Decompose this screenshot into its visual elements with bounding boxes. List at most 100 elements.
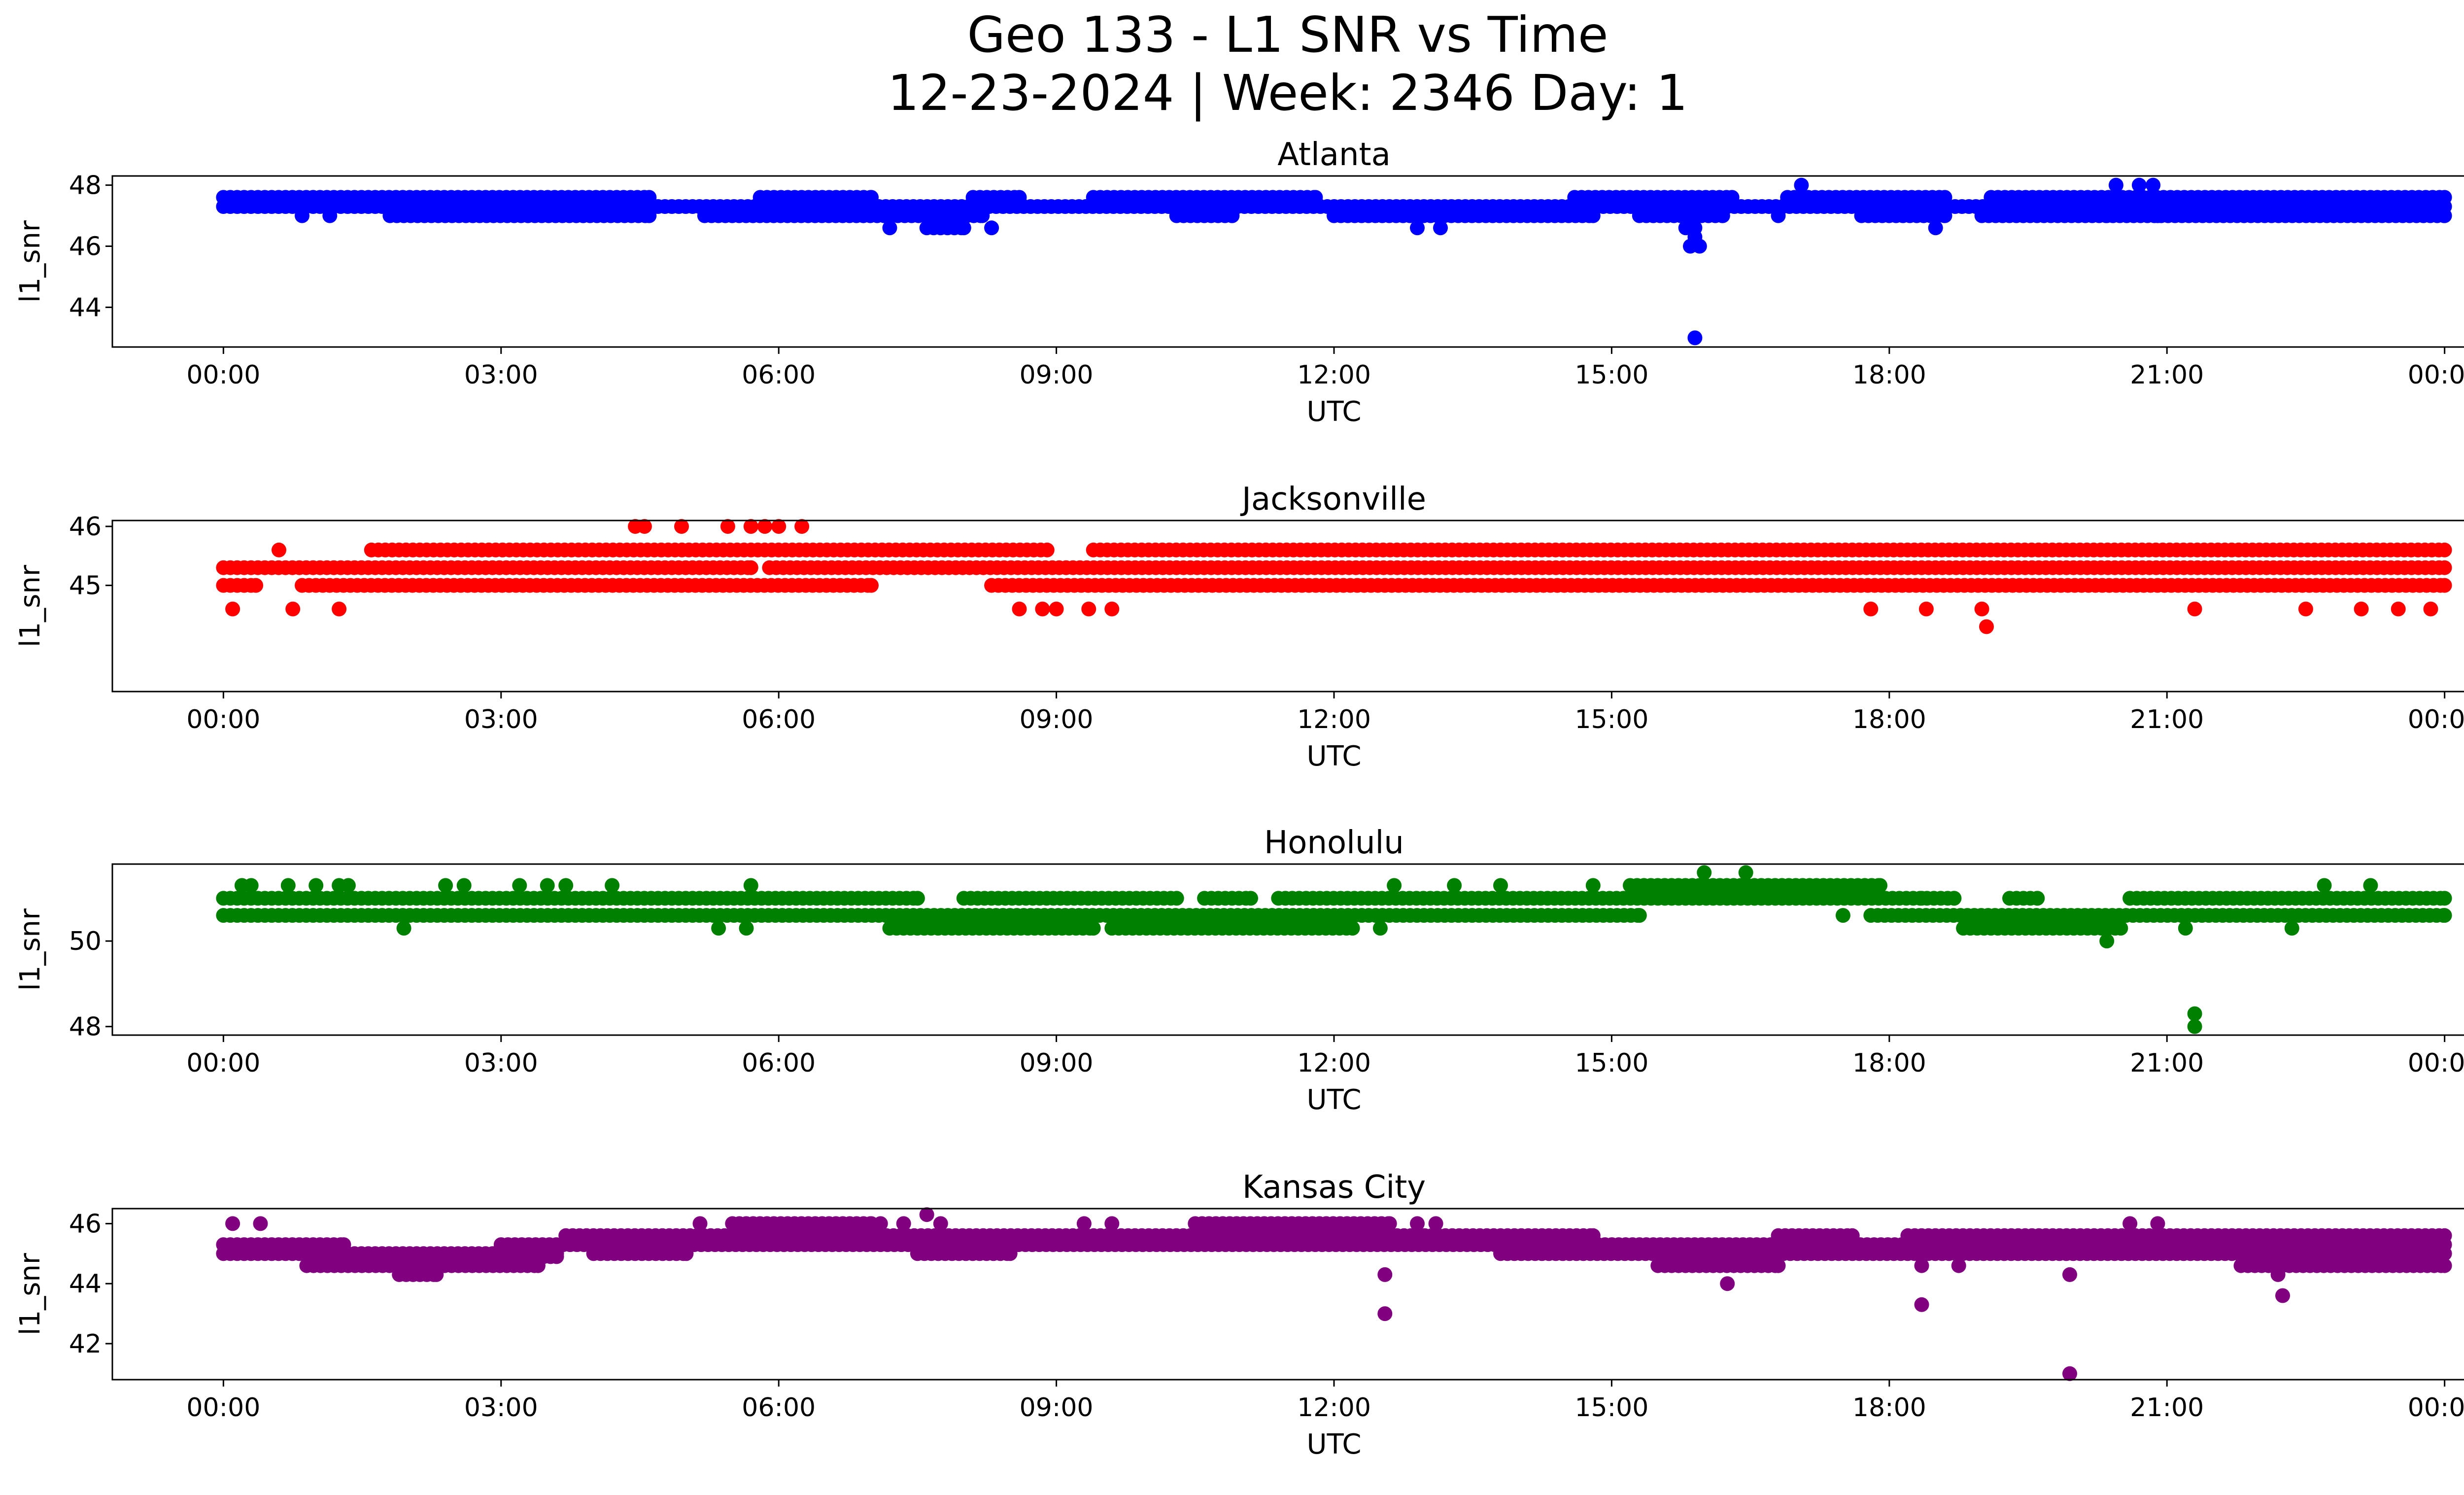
data-point xyxy=(2437,1246,2452,1261)
data-point xyxy=(295,208,309,223)
data-point xyxy=(1076,1216,1092,1231)
data-point xyxy=(2437,208,2452,223)
x-tick-label: 06:00 xyxy=(742,705,816,734)
data-point xyxy=(396,921,411,936)
data-point xyxy=(243,878,259,893)
subplot-0: Atlanta 00:00 03:00 06:00 09:00 12:00 15:00 18:… xyxy=(14,137,2464,428)
data-point xyxy=(1947,891,1962,906)
data-point xyxy=(280,878,296,893)
y-tick-label: 50 xyxy=(69,927,102,956)
figure-title: Geo 133 - L1 SNR vs Time 12-23-2024 | We… xyxy=(0,6,2464,122)
x-tick-label: 15:00 xyxy=(1574,1048,1648,1078)
data-point xyxy=(2062,1366,2077,1381)
data-point xyxy=(2113,921,2128,936)
data-point xyxy=(1928,220,1943,236)
x-tick-label: 06:00 xyxy=(742,1393,816,1423)
x-tick-label: 09:00 xyxy=(1020,705,1094,734)
data-point xyxy=(711,921,726,936)
y-tick-label: 45 xyxy=(69,571,102,601)
data-point xyxy=(637,519,652,534)
data-point xyxy=(1585,878,1601,893)
data-point xyxy=(2437,1258,2452,1273)
x-axis-label: UTC xyxy=(1306,1084,1361,1116)
x-tick-label: 15:00 xyxy=(1574,1393,1648,1423)
figure-title-line-1: Geo 133 - L1 SNR vs Time xyxy=(967,6,1608,64)
x-tick-label: 00:00 xyxy=(2408,705,2464,734)
x-axis-label: UTC xyxy=(1306,1428,1361,1460)
data-point xyxy=(1697,865,1712,880)
data-point xyxy=(1447,878,1462,893)
y-axis-label: l1_snr xyxy=(14,220,46,303)
data-point xyxy=(2437,891,2452,906)
x-tick-label: 00:00 xyxy=(186,705,260,734)
data-point xyxy=(225,1216,240,1231)
x-tick-label: 21:00 xyxy=(2130,360,2204,390)
data-point xyxy=(2284,921,2299,936)
data-point xyxy=(438,878,453,893)
x-tick-label: 15:00 xyxy=(1574,360,1648,390)
data-point xyxy=(1382,1216,1397,1231)
y-tick-label: 46 xyxy=(69,512,102,542)
data-point xyxy=(2363,878,2378,893)
data-point xyxy=(2131,177,2147,193)
data-point xyxy=(956,220,971,236)
data-point xyxy=(1914,891,1929,906)
data-point xyxy=(248,578,264,593)
data-point xyxy=(2275,1288,2290,1303)
data-point xyxy=(2391,601,2406,617)
data-point xyxy=(1035,601,1050,617)
data-point xyxy=(1104,601,1120,617)
x-axis-label: UTC xyxy=(1306,396,1361,428)
data-point xyxy=(1585,208,1601,223)
data-point xyxy=(2298,601,2313,617)
data-point xyxy=(1002,1246,1018,1261)
data-point xyxy=(2150,1216,2165,1231)
x-tick-label: 21:00 xyxy=(2130,1048,2204,1078)
x-tick-label: 00:00 xyxy=(186,1048,260,1078)
x-tick-label: 09:00 xyxy=(1020,360,1094,390)
data-point xyxy=(771,519,787,534)
data-point xyxy=(1387,878,1402,893)
x-tick-label: 18:00 xyxy=(1852,705,1926,734)
data-point xyxy=(512,878,527,893)
data-point xyxy=(2146,177,2161,193)
y-tick-label: 42 xyxy=(69,1329,102,1359)
y-axis-label: l1_snr xyxy=(14,564,46,647)
data-point xyxy=(429,1267,444,1282)
data-point xyxy=(1738,865,1753,880)
data-point xyxy=(2437,560,2452,575)
data-point xyxy=(1049,601,1064,617)
x-tick-label: 12:00 xyxy=(1297,1393,1371,1423)
data-point xyxy=(2437,542,2452,557)
data-point xyxy=(540,878,555,893)
x-tick-label: 06:00 xyxy=(742,1048,816,1078)
data-point xyxy=(1372,921,1388,936)
x-axis-label: UTC xyxy=(1306,740,1361,772)
data-point xyxy=(1086,921,1101,936)
data-point xyxy=(1225,208,1240,223)
x-tick-label: 00:00 xyxy=(186,360,260,390)
data-point xyxy=(720,519,735,534)
data-point xyxy=(1863,601,1879,617)
data-point xyxy=(1771,208,1786,223)
data-point xyxy=(1345,921,1360,936)
data-point xyxy=(2187,601,2202,617)
data-point xyxy=(549,1249,564,1264)
data-point xyxy=(743,519,758,534)
data-point xyxy=(743,878,758,893)
data-point xyxy=(2187,1019,2202,1034)
data-point xyxy=(1974,601,1989,617)
subplot-2: Honolulu 00:00 03:00 06:00 09:00 12:00 15:00 18… xyxy=(14,825,2464,1116)
x-tick-label: 00:00 xyxy=(2408,360,2464,390)
data-point xyxy=(285,601,301,617)
data-point xyxy=(2437,578,2452,593)
data-series xyxy=(216,1207,2452,1381)
data-point xyxy=(674,519,689,534)
data-point xyxy=(2122,1216,2138,1231)
subplot-1: Jacksonville 00:00 03:00 06:00 09:00 12:00 15:… xyxy=(14,481,2464,772)
x-tick-label: 12:00 xyxy=(1297,360,1371,390)
data-point xyxy=(456,878,472,893)
x-tick-label: 03:00 xyxy=(464,1393,538,1423)
data-point xyxy=(1377,1306,1393,1321)
data-point xyxy=(2317,878,2332,893)
